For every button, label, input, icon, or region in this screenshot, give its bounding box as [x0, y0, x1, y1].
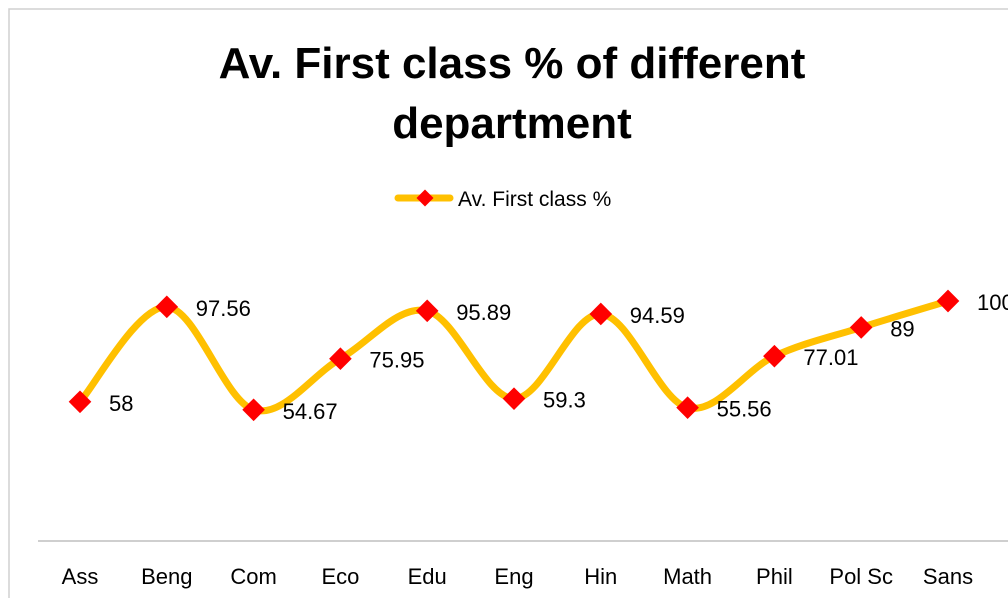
- data-label: 94.59: [630, 303, 685, 328]
- marker: [502, 387, 526, 410]
- marker: [676, 396, 699, 419]
- data-label: 97.56: [196, 296, 251, 321]
- data-label: 58: [109, 391, 133, 416]
- legend-label: Av. First class %: [458, 188, 611, 211]
- x-tick-label: Pol Sc: [829, 564, 893, 589]
- data-label: 95.89: [456, 300, 511, 325]
- data-label: 55.56: [717, 397, 772, 422]
- x-tick-label: Hin: [584, 564, 617, 589]
- x-tick-label: Math: [663, 564, 712, 589]
- chart-border: [8, 8, 1008, 598]
- x-tick-label: Com: [230, 564, 276, 589]
- x-tick-label: Ass: [62, 564, 99, 589]
- marker: [936, 289, 960, 313]
- data-label: 89: [890, 316, 914, 341]
- x-tick-label: Beng: [141, 564, 192, 589]
- marker: [589, 302, 613, 326]
- data-label: 59.3: [543, 388, 586, 413]
- x-tick-label: Edu: [408, 564, 447, 589]
- x-tick-label: Sans: [923, 564, 973, 589]
- marker: [68, 390, 92, 414]
- marker: [763, 344, 786, 368]
- x-tick-label: Eco: [321, 564, 359, 589]
- marker: [329, 347, 352, 371]
- legend-marker: [416, 189, 434, 207]
- data-label: 54.67: [283, 399, 338, 424]
- x-tick-label: Eng: [494, 564, 533, 589]
- data-label: 75.95: [369, 348, 424, 373]
- marker: [849, 316, 873, 339]
- x-tick-label: Phil: [756, 564, 793, 589]
- chart-title: Av. First class % of different department: [219, 39, 806, 148]
- data-label: 77.01: [803, 345, 858, 370]
- data-label: 100: [977, 290, 1008, 315]
- marker: [415, 299, 439, 323]
